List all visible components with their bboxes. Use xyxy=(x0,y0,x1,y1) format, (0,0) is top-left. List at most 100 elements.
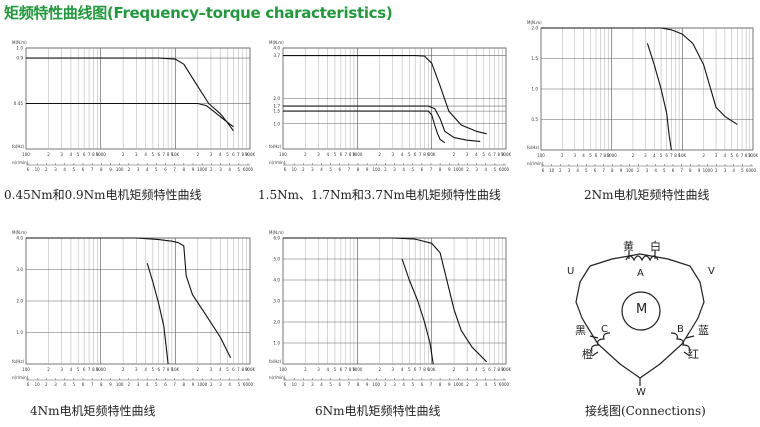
x-tick-label: 2 xyxy=(378,367,381,372)
x-tick-label: 8 xyxy=(167,367,170,372)
rpm-tick-label: 1000 xyxy=(197,167,208,172)
x-tick-label: 9 xyxy=(245,367,248,372)
rpm-tick-label: 3 xyxy=(54,382,57,387)
chart-caption-2: 1.5Nm、1.7Nm和3.7Nm电机矩频特性曲线 xyxy=(258,188,501,202)
x-tick-label: 5 xyxy=(152,367,155,372)
x-tick-label: 2 xyxy=(122,367,125,372)
rpm-tick-label: 5 xyxy=(329,167,332,172)
rpm-tick-label: 6000 xyxy=(243,167,254,172)
x-tick-label: 4 xyxy=(70,152,73,157)
x-tick-label: 2 xyxy=(378,152,381,157)
y-tick-label: 0.5 xyxy=(531,117,538,122)
x-tick-label: 10K xyxy=(171,367,179,372)
rpm-tick-label: 8 xyxy=(357,382,360,387)
rpm-tick-label: 6000 xyxy=(499,167,510,172)
x-tick-label: 3 xyxy=(466,367,469,372)
x-tick-label: 2 xyxy=(632,153,635,158)
rpm-tick-label: 9 xyxy=(109,382,112,387)
x-tick-label: 3 xyxy=(573,153,576,158)
rpm-tick-label: 5 xyxy=(411,382,414,387)
label-black: 黑 xyxy=(575,324,586,337)
rpm-tick-label: 4 xyxy=(402,167,405,172)
x-tick-label: 3 xyxy=(466,152,469,157)
x-tick-label: 5 xyxy=(334,152,337,157)
rpm-tick-label: 6000 xyxy=(746,168,757,173)
rpm-tick-label: 7 xyxy=(430,167,433,172)
rpm-tick-label: 7 xyxy=(602,168,605,173)
x-tick-label: 5 xyxy=(660,153,663,158)
rpm-tick-label: 4 xyxy=(63,382,66,387)
rpm-tick-label: 4 xyxy=(484,167,487,172)
x-tick-label: 100 xyxy=(537,153,545,158)
rpm-tick-label: 8 xyxy=(357,167,360,172)
y-axis-unit: M(N.m) xyxy=(269,40,284,45)
rpm-tick-label: 8 xyxy=(439,167,442,172)
x-tick-label: 7 xyxy=(345,367,348,372)
rpm-tick-label: 2 xyxy=(210,382,213,387)
series-line-1 xyxy=(283,55,487,135)
y-tick-label: 1.0 xyxy=(273,121,280,126)
x-tick-label: 8 xyxy=(498,152,501,157)
rpm-tick-label: 7 xyxy=(91,167,94,172)
x-tick-label: 6 xyxy=(83,152,86,157)
x-tick-label: 7 xyxy=(419,152,422,157)
label-b: B xyxy=(677,324,684,335)
x-tick-label: 3 xyxy=(392,367,395,372)
x-tick-label: 5 xyxy=(408,152,411,157)
x-tick-label: 2 xyxy=(122,152,125,157)
rpm-tick-label: 7 xyxy=(348,167,351,172)
x-tick-label: 9 xyxy=(96,367,99,372)
rpm-tick-label: 3 xyxy=(475,167,478,172)
series-line-2 xyxy=(283,105,481,142)
x-tick-label: 6 xyxy=(665,153,668,158)
y-tick-label: 6.0 xyxy=(273,236,280,241)
x-tick-label: 9 xyxy=(427,367,430,372)
y-tick-label: 3.7 xyxy=(273,53,280,58)
rpm-tick-label: 4 xyxy=(402,382,405,387)
x-tick-label: 4 xyxy=(401,367,404,372)
x-tick-label: 7 xyxy=(670,153,673,158)
label-v: V xyxy=(708,266,715,277)
rpm-tick-label: 6 xyxy=(164,167,167,172)
rpm-tick-label: 8 xyxy=(439,382,442,387)
rpm-tick-label: 3 xyxy=(219,382,222,387)
rpm-tick-label: 9 xyxy=(448,167,451,172)
x-tick-label: 9 xyxy=(245,152,248,157)
rpm-tick-label: 5 xyxy=(663,168,666,173)
x-tick-label: 8 xyxy=(241,367,244,372)
rpm-tick-label: 4 xyxy=(320,382,323,387)
x-tick-label: 6 xyxy=(414,152,417,157)
x-tick-label: 4 xyxy=(144,367,147,372)
x-tick-label: 7 xyxy=(599,153,602,158)
x-tick-label: 2 xyxy=(197,367,200,372)
x-tick-label: 5 xyxy=(226,367,229,372)
rpm-tick-label: 2 xyxy=(128,382,131,387)
rpm-tick-label: 1000 xyxy=(703,168,714,173)
rpm-tick-label: 8 xyxy=(611,168,614,173)
x-tick-label: 4 xyxy=(326,152,329,157)
series-line-2 xyxy=(646,43,672,151)
x-tick-label: 6 xyxy=(340,152,343,157)
x-tick-label: 9 xyxy=(607,153,610,158)
x-tick-label: 4 xyxy=(70,367,73,372)
series-line-1 xyxy=(26,237,232,358)
x-tick-label: 7 xyxy=(162,367,165,372)
rpm-tick-label: 5 xyxy=(155,167,158,172)
y-tick-label: 4.0 xyxy=(273,278,280,283)
x-tick-label: 6 xyxy=(157,367,160,372)
rpm-tick-label: 6 xyxy=(82,382,85,387)
rpm-tick-label: 9 xyxy=(366,167,369,172)
x-tick-label: 7 xyxy=(237,152,240,157)
rpm-tick-label: 3 xyxy=(219,167,222,172)
rpm-tick-label: 10 xyxy=(35,382,41,387)
x-tick-label: 7 xyxy=(419,367,422,372)
y-tick-label: 1.0 xyxy=(16,46,23,51)
rpm-tick-label: 100 xyxy=(116,382,124,387)
x-tick-label: 7 xyxy=(88,367,91,372)
series-line-3 xyxy=(283,110,446,144)
x-tick-label: 3 xyxy=(135,152,138,157)
x-tick-label: 4 xyxy=(219,152,222,157)
rpm-tick-label: 1000 xyxy=(197,382,208,387)
x-tick-label: 5 xyxy=(334,367,337,372)
rpm-tick-label: 2 xyxy=(637,168,640,173)
